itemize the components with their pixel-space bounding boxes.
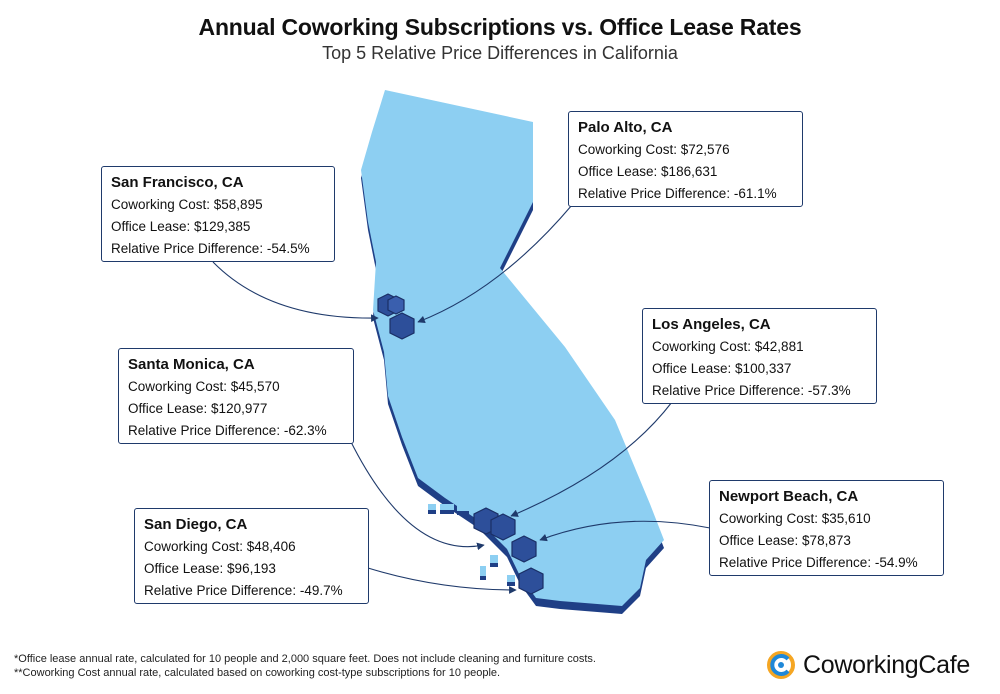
card-coworking-cost: Coworking Cost: $45,570 bbox=[128, 379, 280, 394]
card-city-name: San Francisco, CA bbox=[111, 174, 244, 191]
card-los-angeles: Los Angeles, CA Coworking Cost: $42,881 … bbox=[642, 308, 877, 404]
card-office-lease: Office Lease: $78,873 bbox=[719, 533, 851, 548]
marker-newport-beach[interactable] bbox=[511, 535, 537, 563]
connector-newport-beach bbox=[539, 520, 711, 542]
card-office-lease: Office Lease: $186,631 bbox=[578, 164, 718, 179]
card-coworking-cost: Coworking Cost: $72,576 bbox=[578, 142, 730, 157]
card-city-name: Santa Monica, CA bbox=[128, 356, 255, 373]
card-price-difference: Relative Price Difference: -49.7% bbox=[144, 583, 343, 598]
map-subtitle: Top 5 Relative Price Differences in Cali… bbox=[322, 43, 678, 63]
channel-islands bbox=[428, 504, 515, 586]
card-city-name: San Diego, CA bbox=[144, 516, 248, 533]
coworkingcafe-logo[interactable]: CoworkingCafe bbox=[766, 649, 970, 681]
map-title: Annual Coworking Subscriptions vs. Offic… bbox=[198, 14, 802, 40]
card-city-name: Palo Alto, CA bbox=[578, 119, 673, 136]
card-office-lease: Office Lease: $120,977 bbox=[128, 401, 268, 416]
card-price-difference: Relative Price Difference: -54.9% bbox=[719, 555, 918, 570]
connector-san-diego bbox=[367, 567, 517, 594]
footnote-office-lease: *Office lease annual rate, calculated fo… bbox=[14, 653, 596, 665]
card-price-difference: Relative Price Difference: -57.3% bbox=[652, 383, 851, 398]
footnote-coworking-cost: **Coworking Cost annual rate, calculated… bbox=[14, 667, 501, 679]
marker-los-angeles[interactable] bbox=[490, 513, 516, 541]
connector-santa-monica bbox=[349, 439, 485, 551]
card-city-name: Newport Beach, CA bbox=[719, 488, 859, 505]
marker-palo-alto[interactable] bbox=[389, 312, 415, 340]
card-coworking-cost: Coworking Cost: $58,895 bbox=[111, 197, 263, 212]
card-santa-monica: Santa Monica, CA Coworking Cost: $45,570… bbox=[118, 348, 354, 444]
card-price-difference: Relative Price Difference: -62.3% bbox=[128, 423, 327, 438]
card-office-lease: Office Lease: $100,337 bbox=[652, 361, 792, 376]
coworkingcafe-logo-icon bbox=[767, 651, 795, 679]
marker-san-diego[interactable] bbox=[518, 567, 544, 595]
card-office-lease: Office Lease: $96,193 bbox=[144, 561, 276, 576]
card-office-lease: Office Lease: $129,385 bbox=[111, 219, 251, 234]
card-palo-alto: Palo Alto, CA Coworking Cost: $72,576 Of… bbox=[568, 111, 803, 207]
connector-los-angeles bbox=[510, 401, 673, 517]
card-coworking-cost: Coworking Cost: $42,881 bbox=[652, 339, 804, 354]
card-newport-beach: Newport Beach, CA Coworking Cost: $35,61… bbox=[709, 480, 944, 576]
card-san-diego: San Diego, CA Coworking Cost: $48,406 Of… bbox=[134, 508, 369, 604]
california-land bbox=[361, 90, 664, 606]
connector-san-francisco bbox=[212, 261, 379, 322]
card-san-francisco: San Francisco, CA Coworking Cost: $58,89… bbox=[101, 166, 335, 262]
footnotes: *Office lease annual rate, calculated fo… bbox=[14, 652, 596, 680]
marker-san-francisco[interactable] bbox=[377, 293, 405, 317]
card-price-difference: Relative Price Difference: -54.5% bbox=[111, 241, 310, 256]
card-coworking-cost: Coworking Cost: $35,610 bbox=[719, 511, 871, 526]
card-city-name: Los Angeles, CA bbox=[652, 316, 771, 333]
logo-text: CoworkingCafe bbox=[803, 650, 971, 679]
connector-palo-alto bbox=[417, 204, 573, 324]
card-coworking-cost: Coworking Cost: $48,406 bbox=[144, 539, 296, 554]
card-price-difference: Relative Price Difference: -61.1% bbox=[578, 186, 777, 201]
